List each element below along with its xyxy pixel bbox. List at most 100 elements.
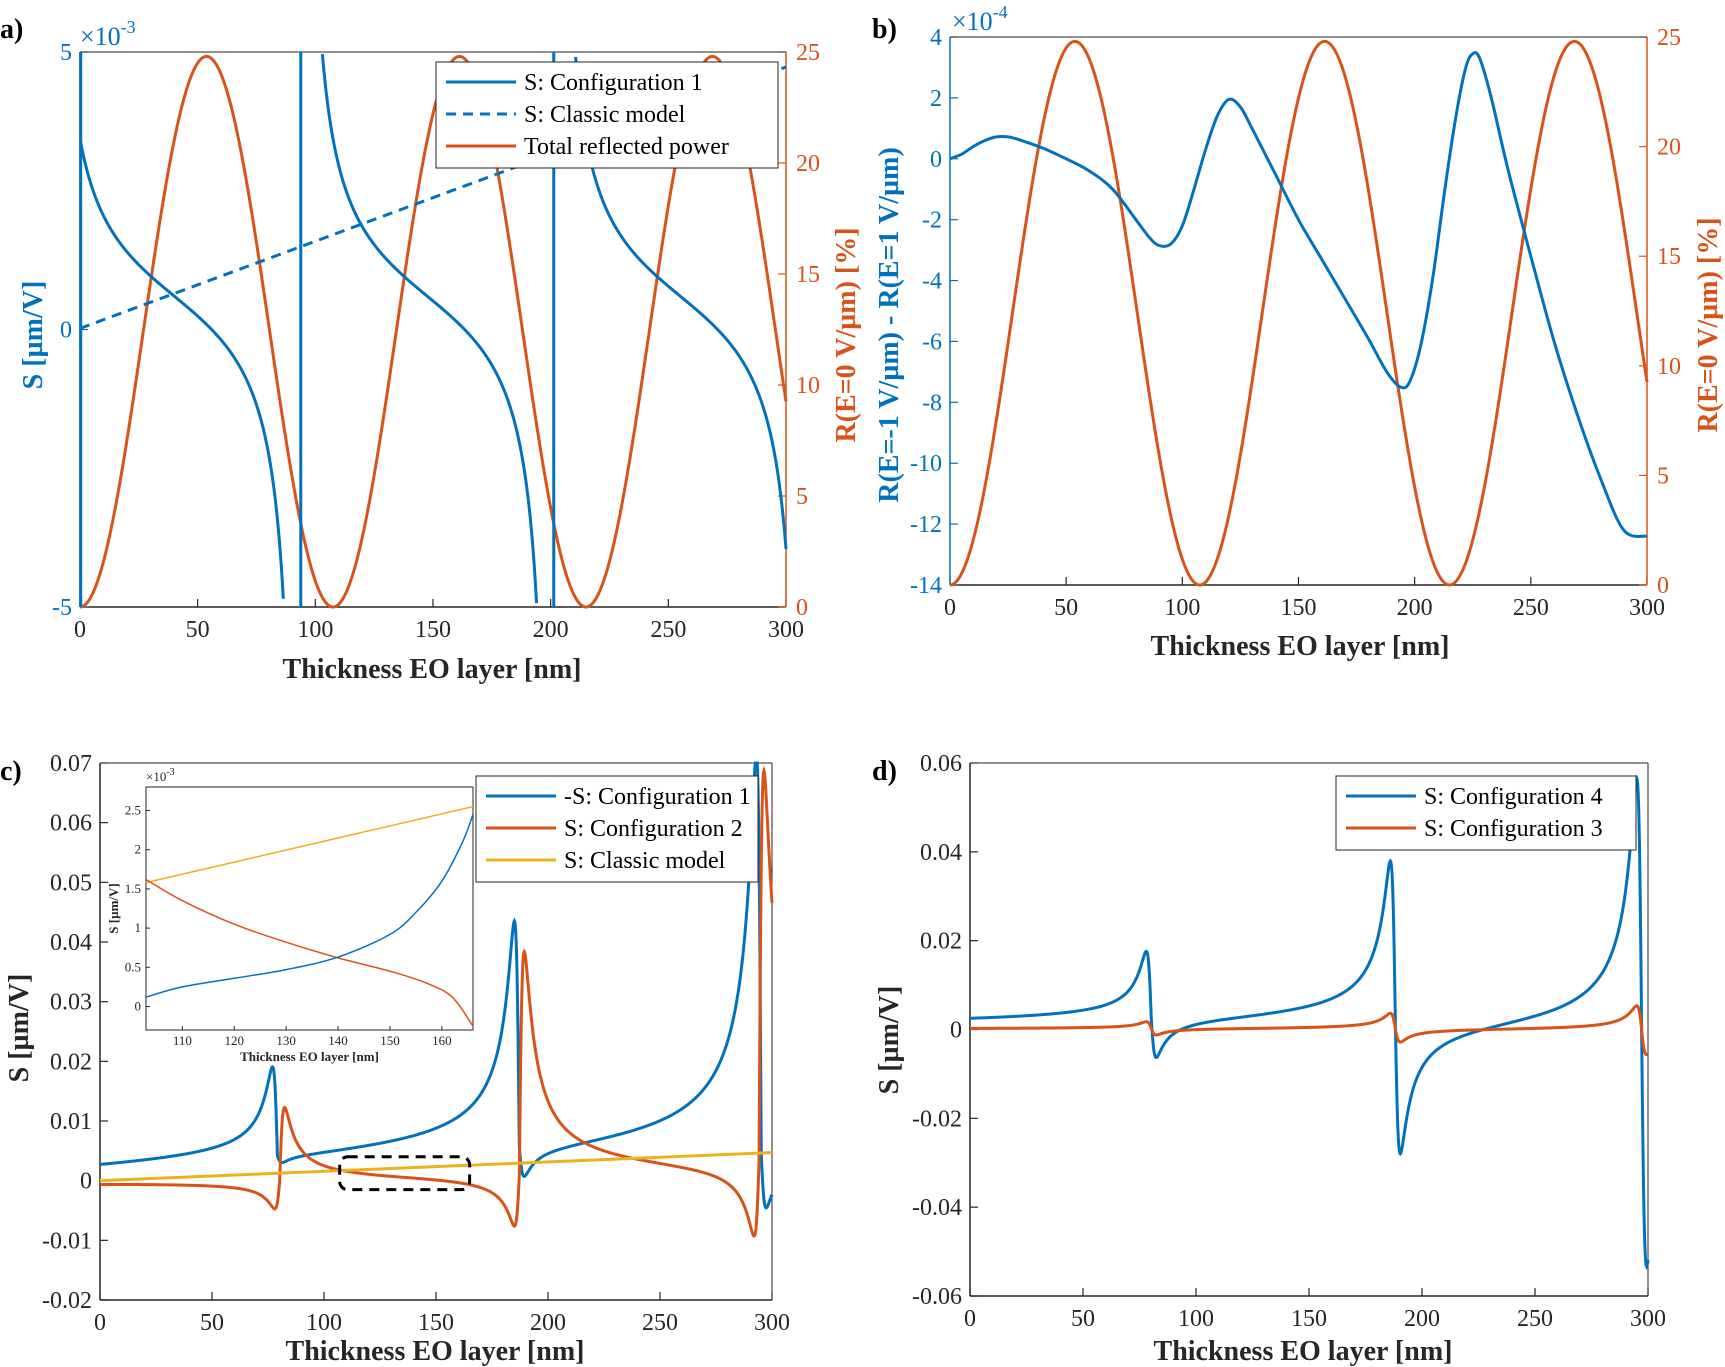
b-x-tick-label-3: 150 xyxy=(1281,595,1317,621)
c-inset-x-tick-label-2: 130 xyxy=(276,1033,296,1048)
d-x-tick-label-3: 150 xyxy=(1291,1306,1327,1332)
d-xlabel: Thickness EO layer [nm] xyxy=(1154,1336,1453,1367)
panel-letter-d: d) xyxy=(872,756,897,787)
c-inset-x-tick-label-1: 120 xyxy=(224,1033,244,1048)
a-x-tick-label-5: 250 xyxy=(650,617,686,643)
c-highlight-box xyxy=(338,1155,472,1192)
c-inset-y-tick-label-2: 1 xyxy=(135,920,142,935)
panel-c: c) 0 50 100 150 200 250 300 -0.02 -0.01 0 0.01 0.02… xyxy=(0,751,790,1367)
c-inset-y-tick-label-3: 1.5 xyxy=(125,881,141,896)
a-x-tick-label-6: 300 xyxy=(768,617,804,643)
a-ylabel-right: R(E=0 V/µm) [%] xyxy=(831,227,862,442)
c-inset-frame xyxy=(145,786,474,1031)
c-x-tick-label-6: 300 xyxy=(754,1310,790,1336)
b-x-tick-label-1: 50 xyxy=(1054,595,1078,621)
d-legend-box xyxy=(1335,775,1637,851)
panel-letter-b: b) xyxy=(872,14,897,45)
c-inset-x-tick-label-3: 140 xyxy=(328,1033,348,1048)
a-exponent: ×10-3 xyxy=(80,17,136,51)
d-series-1 xyxy=(970,1004,1649,1057)
d-plot-area: 0 50 100 150 200 250 300 -0.06 -0.04 -0.02 0 0.02 0.… xyxy=(912,751,1666,1332)
c-legend: -S: Configuration 1 S: Configuration 2 S: … xyxy=(475,775,759,883)
d-y-tick-label-left-6: 0.06 xyxy=(920,751,962,777)
c-inset-series-0 xyxy=(145,805,474,884)
d-x-tick-label-4: 200 xyxy=(1404,1306,1440,1332)
d-x-tick-label-5: 250 xyxy=(1517,1306,1553,1332)
b-y-tick-label-left-2: -10 xyxy=(910,451,942,477)
c-y-tick-label-left-9: 0.07 xyxy=(50,751,92,777)
c-inset-y-tick-label-5: 2.5 xyxy=(125,803,141,818)
d-legend: S: Configuration 4 S: Configuration 3 xyxy=(1335,775,1637,851)
a-x-tick-label-3: 150 xyxy=(415,617,451,643)
c-inset-series-2 xyxy=(145,814,474,998)
panel-a: a) ×10-3 0 50 100 150 200 250 300-505051015202… xyxy=(0,14,862,685)
c-legend-box xyxy=(475,775,759,883)
b-x-tick-label-0: 0 xyxy=(944,595,956,621)
d-series-0 xyxy=(969,774,1650,1271)
panel-letter-c: c) xyxy=(0,756,22,787)
b-series-reflectance-difference xyxy=(949,51,1648,538)
a-xlabel: Thickness EO layer [nm] xyxy=(283,654,582,685)
b-exponent: ×10-4 xyxy=(952,2,1008,36)
c-inset: 110 120 130 140 150 160 0 0.5 1 1.5 2 2.5 ×10-3 Thick… xyxy=(106,767,474,1064)
b-y-tick-label-left-4: -6 xyxy=(922,329,942,355)
b-y-tick-label-left-5: -4 xyxy=(922,269,942,295)
c-x-tick-label-1: 50 xyxy=(200,1310,224,1336)
c-x-tick-label-2: 100 xyxy=(306,1310,342,1336)
c-legend-label-2: S: Classic model xyxy=(564,848,726,874)
c-xlabel: Thickness EO layer [nm] xyxy=(286,1336,585,1367)
b-y-tick-label-right-0: 0 xyxy=(1657,573,1669,599)
b-y-tick-label-left-6: -2 xyxy=(922,208,942,234)
b-xlabel: Thickness EO layer [nm] xyxy=(1151,631,1450,662)
a-y-tick-label-right-5: 25 xyxy=(796,40,820,66)
d-x-tick-label-1: 50 xyxy=(1071,1306,1095,1332)
d-legend-label-1: S: Configuration 3 xyxy=(1424,816,1603,842)
a-ylabel-left: S [µm/V] xyxy=(18,281,49,390)
b-x-tick-label-5: 250 xyxy=(1513,595,1549,621)
d-x-tick-label-2: 100 xyxy=(1178,1306,1214,1332)
a-x-tick-label-0: 0 xyxy=(74,617,86,643)
c-y-tick-label-left-4: 0.02 xyxy=(50,1049,92,1075)
panel-letter-a: a) xyxy=(0,14,23,45)
c-legend-label-1: S: Configuration 2 xyxy=(564,816,743,842)
d-y-tick-label-left-2: -0.02 xyxy=(912,1106,962,1132)
b-series-reflected-power xyxy=(949,39,1649,587)
b-ylabel-left: R(E=-1 V/µm) - R(E=1 V/µm) xyxy=(874,147,905,503)
a-x-tick-label-2: 100 xyxy=(297,617,333,643)
b-y-tick-label-right-5: 25 xyxy=(1657,25,1681,51)
c-y-tick-label-left-3: 0.01 xyxy=(50,1109,92,1135)
d-legend-label-0: S: Configuration 4 xyxy=(1424,784,1603,810)
b-x-tick-label-2: 100 xyxy=(1164,595,1200,621)
b-y-tick-label-left-8: 2 xyxy=(930,86,942,112)
panel-b: b) ×10-4 0 50 100 150 200 250 300-14-12-10-8-6… xyxy=(872,2,1724,662)
a-y-tick-label-right-3: 15 xyxy=(796,262,820,288)
d-y-tick-label-left-4: 0.02 xyxy=(920,929,962,955)
c-inset-xlabel: Thickness EO layer [nm] xyxy=(240,1049,379,1064)
a-legend-box xyxy=(435,61,779,169)
c-y-tick-label-left-7: 0.05 xyxy=(50,870,92,896)
a-legend: S: Configuration 1 S: Classic model Total … xyxy=(435,61,779,169)
a-legend-label-0: S: Configuration 1 xyxy=(524,70,703,96)
d-x-tick-label-6: 300 xyxy=(1630,1306,1666,1332)
c-x-tick-label-0: 0 xyxy=(94,1310,106,1336)
a-series-configuration-1 xyxy=(78,54,788,604)
a-y-tick-label-right-2: 10 xyxy=(796,373,820,399)
a-y-tick-label-right-0: 0 xyxy=(796,595,808,621)
a-y-tick-label-left-1: 0 xyxy=(60,318,72,344)
a-series-total-reflected-power xyxy=(79,54,788,609)
c-series-2 xyxy=(99,1151,773,1183)
c-x-tick-label-5: 250 xyxy=(642,1310,678,1336)
d-y-tick-label-left-0: -0.06 xyxy=(912,1284,962,1310)
c-y-tick-label-left-5: 0.03 xyxy=(50,990,92,1016)
b-ylabel-right: R(E=0 V/µm) [%] xyxy=(1693,217,1724,432)
b-y-tick-label-right-2: 10 xyxy=(1657,354,1681,380)
c-legend-label-0: -S: Configuration 1 xyxy=(564,784,751,810)
a-y-tick-label-right-1: 5 xyxy=(796,484,808,510)
c-x-tick-label-4: 200 xyxy=(530,1310,566,1336)
c-inset-y-tick-label-0: 0 xyxy=(135,998,142,1013)
b-plot-area: 0 50 100 150 200 250 300 -14 -12 -10 -8 -6 -4 -2 0 2 4 0 5… xyxy=(910,25,1681,621)
panel-d: d) 0 50 100 150 200 250 300 -0.06 -0.04 -0.02 0 0.0… xyxy=(872,751,1666,1367)
d-x-tick-label-0: 0 xyxy=(964,1306,976,1332)
a-legend-label-2: Total reflected power xyxy=(524,134,729,160)
c-inset-x-tick-label-4: 150 xyxy=(380,1033,400,1048)
